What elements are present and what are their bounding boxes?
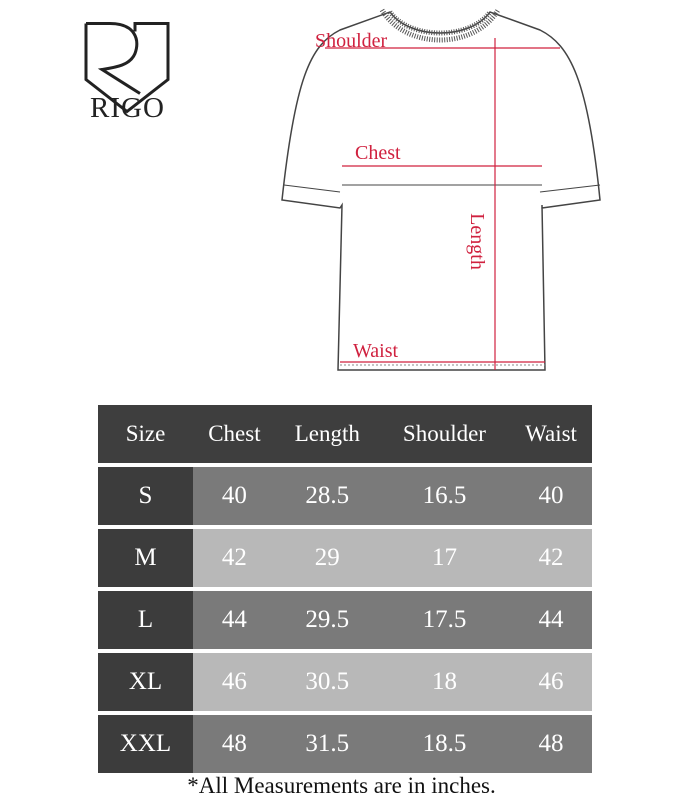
brand-name: RIGO	[90, 92, 165, 124]
shoulder-cell: 18	[378, 653, 511, 711]
waist-cell: 40	[510, 467, 592, 525]
measurement-note: *All Measurements are in inches.	[187, 773, 496, 798]
table-row: XL 46 30.5 18 46	[98, 653, 592, 711]
length-cell: 30.5	[275, 653, 379, 711]
waist-cell: 44	[510, 591, 592, 649]
chest-cell: 48	[193, 715, 276, 773]
length-cell: 28.5	[275, 467, 379, 525]
header-waist: Waist	[510, 405, 592, 463]
size-table: Size Chest Length Shoulder Waist S 40 28…	[98, 401, 592, 777]
length-cell: 29	[275, 529, 379, 587]
size-cell: XL	[98, 653, 193, 711]
size-cell: M	[98, 529, 193, 587]
length-label: Length	[465, 213, 488, 270]
waist-cell: 42	[510, 529, 592, 587]
header-size: Size	[98, 405, 193, 463]
rigo-logo-icon	[84, 22, 170, 114]
table-header-row: Size Chest Length Shoulder Waist	[98, 405, 592, 463]
table-row: S 40 28.5 16.5 40	[98, 467, 592, 525]
size-cell: S	[98, 467, 193, 525]
chest-cell: 42	[193, 529, 276, 587]
size-cell: L	[98, 591, 193, 649]
chest-cell: 46	[193, 653, 276, 711]
table-row: XXL 48 31.5 18.5 48	[98, 715, 592, 773]
shoulder-cell: 17	[378, 529, 511, 587]
header-length: Length	[275, 405, 379, 463]
shoulder-label: Shoulder	[315, 30, 388, 52]
size-cell: XXL	[98, 715, 193, 773]
length-cell: 29.5	[275, 591, 379, 649]
waist-cell: 46	[510, 653, 592, 711]
length-cell: 31.5	[275, 715, 379, 773]
waist-label: Waist	[353, 340, 399, 362]
chest-cell: 40	[193, 467, 276, 525]
shoulder-cell: 18.5	[378, 715, 511, 773]
table-row: M 42 29 17 42	[98, 529, 592, 587]
chest-cell: 44	[193, 591, 276, 649]
header-chest: Chest	[193, 405, 276, 463]
table-row: L 44 29.5 17.5 44	[98, 591, 592, 649]
chest-label: Chest	[355, 142, 401, 164]
shoulder-cell: 17.5	[378, 591, 511, 649]
shoulder-cell: 16.5	[378, 467, 511, 525]
header-shoulder: Shoulder	[378, 405, 511, 463]
waist-cell: 48	[510, 715, 592, 773]
tshirt-diagram	[281, 8, 601, 371]
